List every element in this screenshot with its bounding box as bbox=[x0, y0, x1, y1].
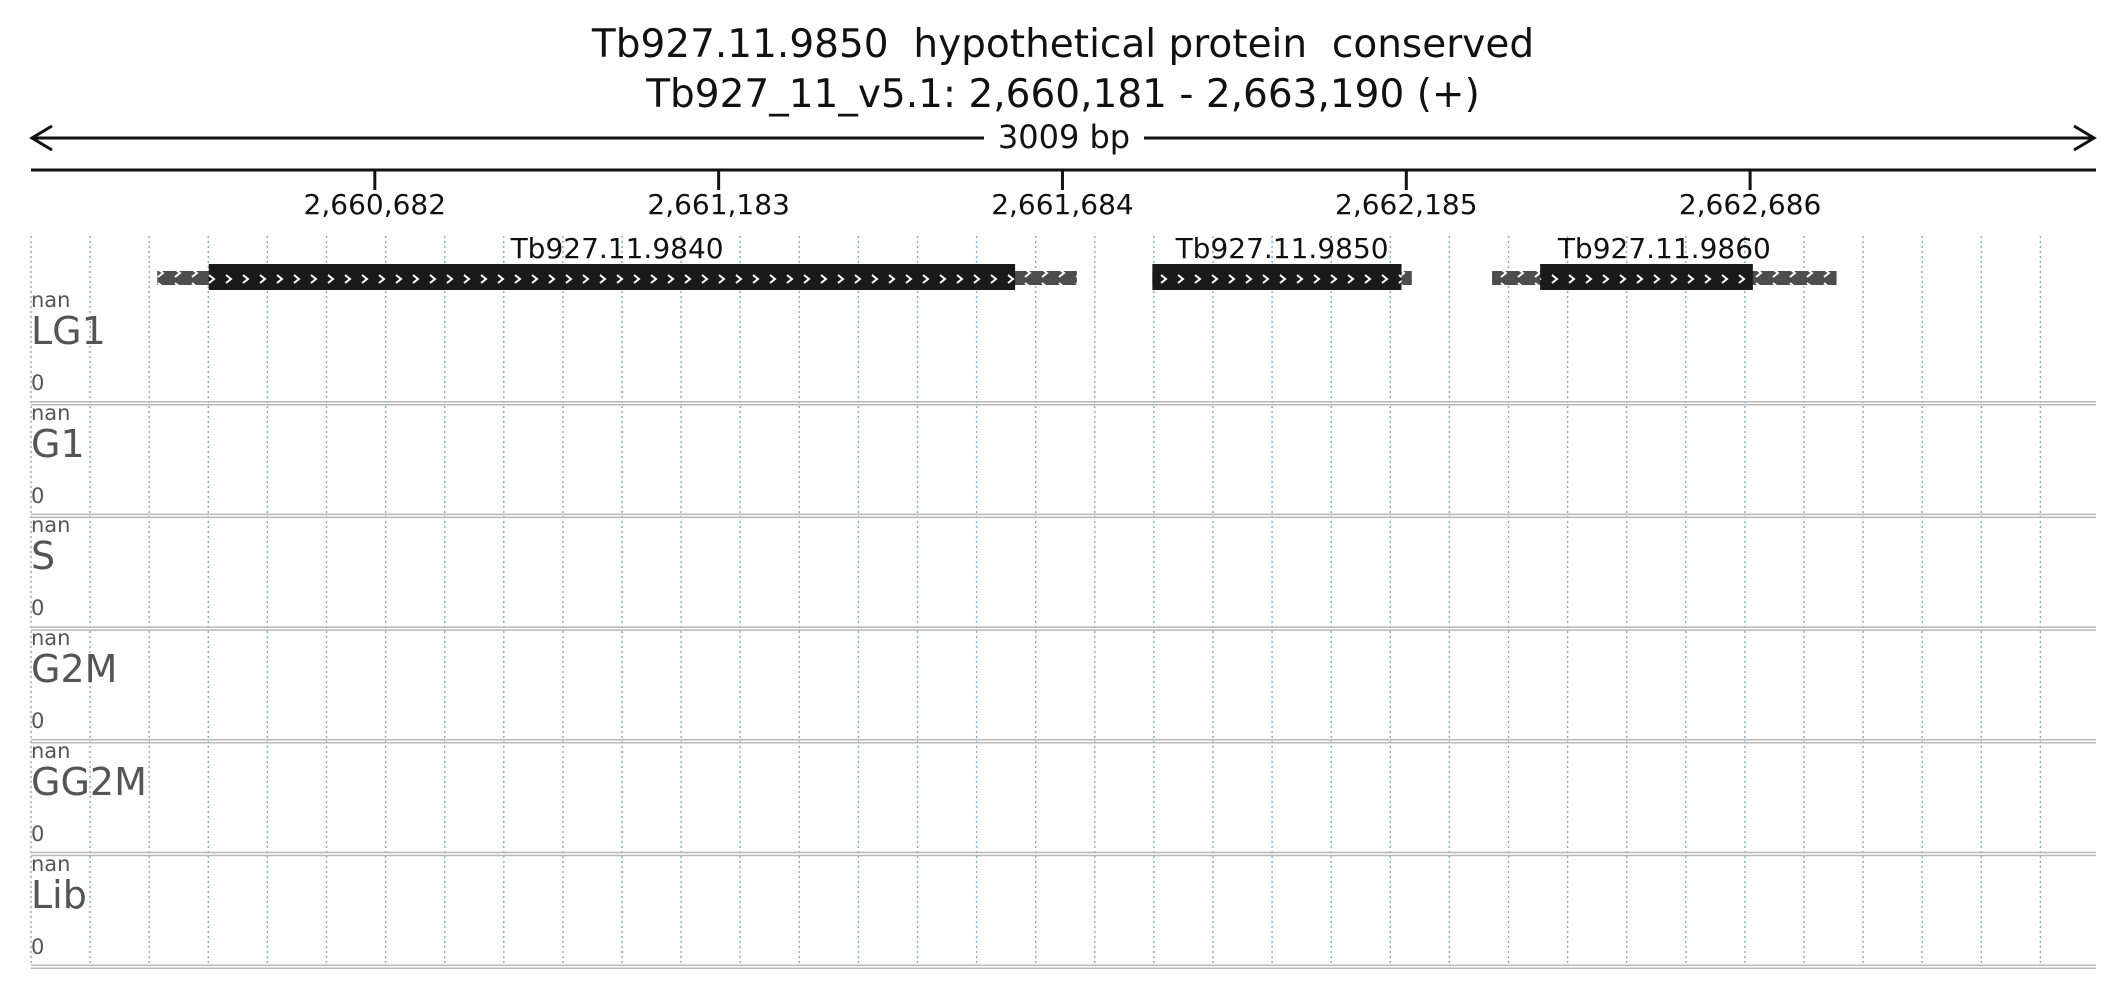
tick-label: 2,662,185 bbox=[1335, 188, 1478, 221]
gene-title: Tb927.11.9850 hypothetical protein conse… bbox=[591, 22, 1535, 67]
span-length-label: 3009 bp bbox=[984, 118, 1144, 156]
track-name-lg1: LG1 bbox=[31, 309, 106, 353]
track-min-label: 0 bbox=[31, 709, 45, 734]
tick-label: 2,661,684 bbox=[991, 188, 1134, 221]
gene-models bbox=[157, 264, 1837, 290]
track-max-label: nan bbox=[31, 738, 71, 763]
tick-label: 2,661,183 bbox=[647, 188, 790, 221]
track-name-g1: G1 bbox=[31, 421, 85, 466]
grid-lines bbox=[30, 236, 2042, 963]
strand-arrows bbox=[208, 268, 1016, 286]
gene-model-Tb927.11.9840[interactable] bbox=[157, 264, 1077, 290]
span-arrow-right-head bbox=[2073, 124, 2097, 152]
gene-model-Tb927.11.9850[interactable] bbox=[1152, 264, 1412, 290]
genomic-location: Tb927_11_v5.1: 2,660,181 - 2,663,190 (+) bbox=[646, 72, 1480, 117]
track-name-lib: Lib bbox=[31, 872, 87, 917]
track-name-g2m: G2M bbox=[31, 647, 118, 692]
track-min-label: 0 bbox=[31, 934, 45, 959]
gene-label: Tb927.11.9850 bbox=[1175, 232, 1389, 265]
track-min-label: 0 bbox=[31, 596, 45, 621]
track-panels bbox=[31, 400, 2096, 969]
axis-ticks bbox=[373, 170, 1752, 190]
span-arrow-left-head bbox=[29, 124, 53, 152]
track-max-label: nan bbox=[31, 400, 71, 425]
strand-arrows bbox=[1540, 268, 1753, 286]
track-max-label: nan bbox=[31, 851, 71, 876]
track-name-gg2m: GG2M bbox=[31, 759, 147, 804]
track-max-label: nan bbox=[31, 513, 71, 538]
gene-label: Tb927.11.9860 bbox=[1557, 232, 1771, 265]
track-max-label: nan bbox=[31, 626, 71, 651]
gene-label: Tb927.11.9840 bbox=[510, 232, 724, 265]
tick-label: 2,660,682 bbox=[303, 188, 447, 221]
gene-model-Tb927.11.9860[interactable] bbox=[1492, 264, 1837, 290]
strand-arrows bbox=[1152, 268, 1402, 286]
track-min-label: 0 bbox=[31, 821, 45, 846]
track-name-s: S bbox=[31, 534, 56, 579]
track-max-label: nan bbox=[31, 288, 71, 312]
tick-label: 2,662,686 bbox=[1678, 188, 1822, 221]
track-min-label: 0 bbox=[31, 371, 45, 395]
track-min-label: 0 bbox=[31, 483, 45, 508]
